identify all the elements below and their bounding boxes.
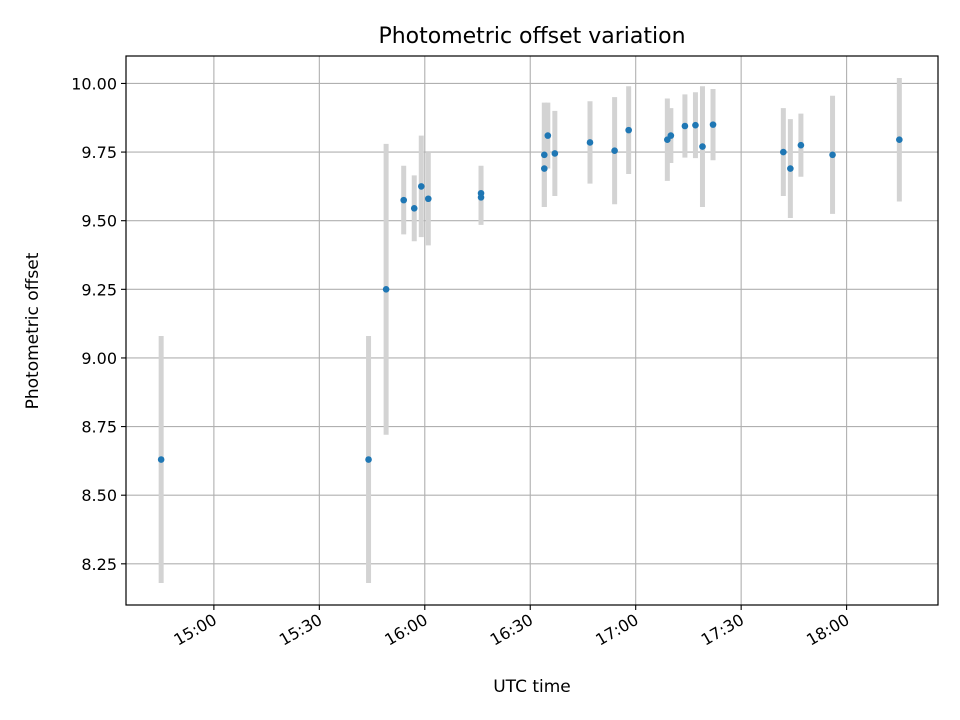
data-point [365,456,372,463]
data-point [699,143,706,150]
data-point [611,147,618,155]
data-point [780,148,787,156]
y-tick-label: 9.25 [81,280,117,299]
data-point [477,194,485,201]
y-tick-label: 10.00 [71,74,117,93]
y-tick-label: 8.25 [81,555,117,574]
y-tick-label: 8.75 [81,418,117,437]
data-point [692,121,699,129]
data-point [797,141,805,149]
data-point [400,196,407,204]
chart-title: Photometric offset variation [378,24,685,49]
data-point [425,195,432,203]
x-axis-label: UTC time [493,677,571,697]
data-point [829,151,836,159]
data-point [709,121,717,128]
y-tick-label: 9.00 [81,349,117,368]
y-axis-label: Photometric offset [23,252,43,409]
data-point [541,151,548,159]
data-point [681,122,689,130]
data-point [787,165,794,172]
data-point [896,136,903,144]
plot-frame [125,55,939,606]
y-tick-label: 9.75 [81,143,117,162]
data-point [157,456,165,463]
data-point [382,286,390,293]
data-point [625,126,632,134]
y-tick-label: 9.50 [81,212,117,231]
data-point [417,183,425,190]
y-tick-label: 8.50 [81,486,117,505]
data-point [541,165,548,172]
point-layer [157,121,903,463]
data-point [667,132,675,139]
data-point [586,139,594,146]
data-point [551,150,559,157]
data-point [544,132,552,139]
data-point [410,205,418,212]
